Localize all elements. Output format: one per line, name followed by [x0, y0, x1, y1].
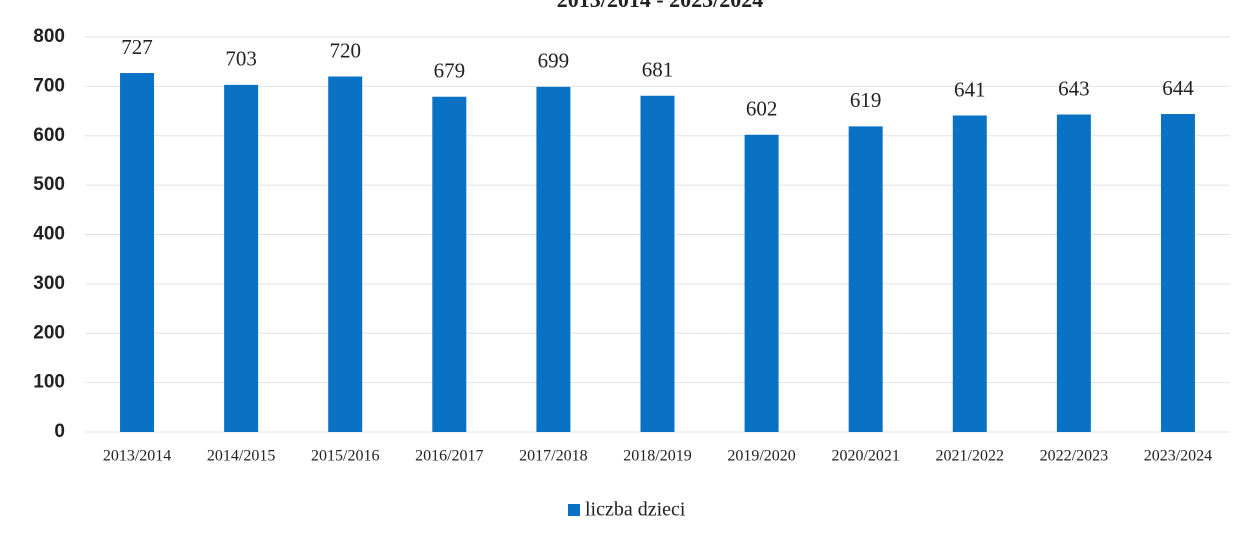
bar	[328, 76, 363, 432]
value-label: 641	[954, 77, 986, 101]
bar	[432, 96, 467, 433]
x-tick-label: 2022/2023	[1040, 448, 1108, 465]
value-label: 619	[850, 88, 882, 112]
bar	[536, 86, 571, 433]
x-tick-label: 2018/2019	[623, 448, 691, 465]
y-tick-label: 200	[33, 322, 65, 343]
bar	[224, 84, 259, 433]
x-tick-label: 2020/2021	[831, 448, 899, 465]
bar	[640, 95, 675, 432]
x-tick-label: 2013/2014	[103, 448, 171, 465]
y-tick-label: 0	[54, 421, 65, 442]
value-label: 703	[225, 47, 257, 71]
y-tick-label: 600	[33, 125, 65, 146]
x-tick-label: 2019/2020	[727, 448, 795, 465]
x-tick-label: 2023/2024	[1144, 448, 1212, 465]
y-tick-label: 800	[33, 26, 65, 47]
value-label: 643	[1058, 76, 1090, 100]
bar	[848, 126, 883, 433]
y-tick-label: 400	[33, 224, 65, 245]
chart-title: 2013/2014 - 2023/2024	[557, 0, 764, 12]
legend-swatch	[568, 504, 580, 516]
bar	[120, 73, 155, 432]
bar	[1056, 114, 1091, 433]
value-label: 727	[121, 35, 153, 59]
value-label: 681	[642, 58, 674, 82]
value-label: 679	[434, 59, 466, 83]
bar	[952, 115, 987, 432]
legend-label: liczba dzieci	[585, 499, 686, 521]
x-tick-label: 2017/2018	[519, 448, 587, 465]
y-tick-label: 500	[33, 174, 65, 195]
value-label: 720	[329, 38, 361, 62]
value-label: 602	[746, 97, 778, 121]
bar	[1160, 114, 1195, 433]
x-tick-label: 2021/2022	[936, 448, 1004, 465]
x-tick-label: 2016/2017	[415, 448, 483, 465]
y-tick-label: 100	[33, 372, 65, 393]
y-tick-label: 300	[33, 273, 65, 294]
bar	[744, 134, 779, 432]
value-label: 699	[538, 49, 570, 73]
x-tick-label: 2015/2016	[311, 448, 379, 465]
x-tick-label: 2014/2015	[207, 448, 275, 465]
value-label: 644	[1162, 76, 1194, 100]
y-tick-label: 700	[33, 75, 65, 96]
